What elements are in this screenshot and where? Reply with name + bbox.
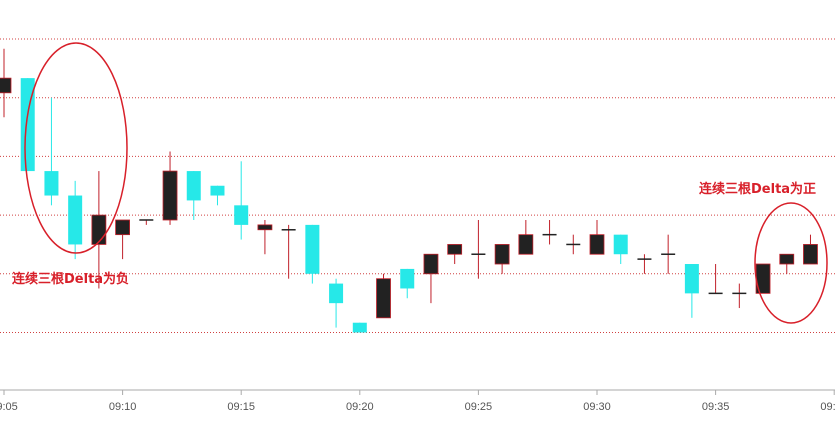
candle — [542, 219, 557, 245]
candle — [281, 224, 296, 279]
candle — [305, 224, 320, 284]
candle — [186, 171, 201, 220]
x-tick-label: 09:05 — [0, 401, 18, 413]
candle-body — [589, 234, 605, 255]
candle — [115, 219, 130, 260]
candle-body — [779, 253, 795, 265]
candle — [566, 234, 581, 255]
candle — [139, 219, 154, 225]
annotations: 连续三根Delta为负 连续三根Delta为正 — [12, 42, 828, 324]
candle — [613, 234, 628, 265]
x-axis: 09:05 09:10 09:15 09:20 09:25 09:30 09:35 09:40 — [0, 389, 835, 413]
candle — [637, 254, 652, 274]
candle — [447, 244, 463, 265]
x-tick-label: 09:40 — [820, 401, 835, 413]
x-tick-label: 09:25 — [465, 401, 493, 413]
candle — [400, 268, 415, 299]
candle — [329, 278, 344, 328]
candle — [376, 273, 391, 319]
candle-body — [684, 264, 699, 294]
candle-body — [376, 278, 391, 319]
x-tick-label: 09:15 — [227, 401, 255, 413]
candle-body — [613, 234, 628, 255]
candle — [234, 161, 249, 240]
candle — [494, 244, 510, 274]
candle — [68, 180, 83, 260]
candle-body — [423, 253, 439, 275]
candle-body — [329, 283, 344, 304]
candle-body — [186, 171, 201, 201]
candle — [471, 219, 486, 279]
candle — [44, 97, 59, 206]
candle-body — [210, 185, 225, 196]
candle-body — [447, 244, 463, 255]
candle-body — [68, 195, 83, 245]
candle — [0, 48, 12, 118]
annotation-circle-positive — [754, 202, 828, 324]
candle — [661, 234, 676, 274]
x-tick-label: 09:30 — [583, 401, 611, 413]
candle — [779, 253, 795, 274]
candle — [589, 219, 605, 255]
candle — [257, 219, 273, 255]
candle — [518, 219, 534, 255]
candle — [423, 253, 439, 304]
annotation-negative: 连续三根Delta为负 — [12, 271, 129, 287]
candle-body — [91, 214, 107, 245]
candle-body — [518, 234, 534, 255]
candle — [708, 264, 723, 295]
candle — [684, 264, 699, 318]
candle-body — [44, 171, 59, 196]
x-axis-ticks: 09:05 09:10 09:15 09:20 09:25 09:30 09:35 09:40 — [0, 390, 835, 413]
candle — [162, 151, 178, 225]
candle-body — [400, 268, 415, 289]
candle-body — [352, 322, 367, 333]
candle-body — [494, 244, 510, 265]
candle — [91, 171, 107, 289]
candle-body — [305, 224, 320, 274]
candle-body — [803, 244, 818, 265]
candles — [0, 48, 818, 333]
annotation-positive: 连续三根Delta为正 — [699, 181, 816, 197]
x-tick-label: 09:20 — [346, 401, 374, 413]
candle-body — [0, 77, 12, 94]
candle-body — [20, 78, 35, 172]
candle — [352, 322, 367, 333]
x-tick-label: 09:10 — [109, 401, 137, 413]
candle-body — [115, 219, 130, 236]
candle — [20, 78, 35, 172]
candle — [210, 185, 225, 206]
grid-lines — [0, 38, 835, 333]
candle — [803, 234, 818, 265]
x-tick-label: 09:35 — [702, 401, 730, 413]
candle-body — [257, 224, 273, 231]
candle-body — [234, 205, 249, 225]
annotation-circle-negative — [24, 42, 128, 254]
candle — [732, 283, 747, 309]
candle-body — [162, 170, 178, 221]
